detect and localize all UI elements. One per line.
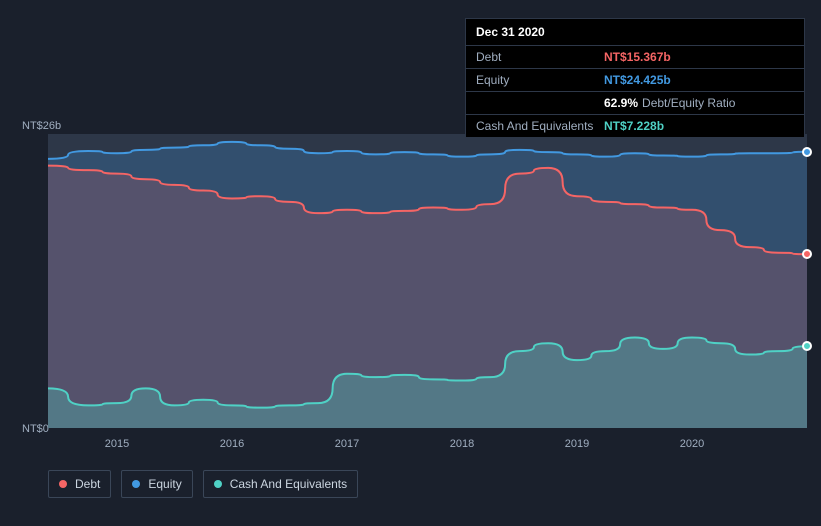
tooltip-row-value: NT$7.228b bbox=[604, 119, 664, 133]
legend-label: Debt bbox=[75, 477, 100, 491]
legend-dot-icon bbox=[214, 480, 222, 488]
tooltip-row-value: NT$24.425b bbox=[604, 73, 671, 87]
legend-item-debt[interactable]: Debt bbox=[48, 470, 111, 498]
chart-tooltip: Dec 31 2020 DebtNT$15.367bEquityNT$24.42… bbox=[465, 18, 805, 138]
marker-cash-and-equivalents bbox=[802, 341, 812, 351]
tooltip-row-value: 62.9%Debt/Equity Ratio bbox=[604, 96, 735, 110]
legend-dot-icon bbox=[59, 480, 67, 488]
x-tick: 2015 bbox=[105, 438, 129, 450]
y-axis-min-label: NT$0 bbox=[22, 423, 49, 435]
x-tick: 2016 bbox=[220, 438, 244, 450]
legend-item-equity[interactable]: Equity bbox=[121, 470, 192, 498]
tooltip-row: 62.9%Debt/Equity Ratio bbox=[466, 92, 804, 115]
tooltip-row: DebtNT$15.367b bbox=[466, 46, 804, 69]
x-tick: 2020 bbox=[680, 438, 704, 450]
tooltip-row-label bbox=[476, 96, 604, 110]
legend-label: Cash And Equivalents bbox=[230, 477, 347, 491]
x-axis: 2015 2016 2017 2018 2019 2020 bbox=[48, 438, 807, 458]
chart-plot-area[interactable] bbox=[48, 134, 807, 428]
tooltip-row-suffix: Debt/Equity Ratio bbox=[642, 96, 735, 110]
x-tick: 2017 bbox=[335, 438, 359, 450]
chart-legend: Debt Equity Cash And Equivalents bbox=[48, 470, 358, 498]
legend-item-cash-and-equivalents[interactable]: Cash And Equivalents bbox=[203, 470, 358, 498]
tooltip-date: Dec 31 2020 bbox=[466, 19, 804, 46]
tooltip-row-label: Debt bbox=[476, 50, 604, 64]
legend-dot-icon bbox=[132, 480, 140, 488]
tooltip-row: Cash And EquivalentsNT$7.228b bbox=[466, 115, 804, 137]
tooltip-row-label: Cash And Equivalents bbox=[476, 119, 604, 133]
tooltip-row-label: Equity bbox=[476, 73, 604, 87]
marker-equity bbox=[802, 147, 812, 157]
marker-debt bbox=[802, 249, 812, 259]
chart-container: NT$26b NT$0 2015 2016 2017 2018 2019 2020 Deb… bbox=[14, 120, 807, 500]
legend-label: Equity bbox=[148, 477, 181, 491]
y-axis-max-label: NT$26b bbox=[22, 120, 61, 132]
tooltip-row: EquityNT$24.425b bbox=[466, 69, 804, 92]
x-tick: 2018 bbox=[450, 438, 474, 450]
tooltip-row-value: NT$15.367b bbox=[604, 50, 671, 64]
x-tick: 2019 bbox=[565, 438, 589, 450]
